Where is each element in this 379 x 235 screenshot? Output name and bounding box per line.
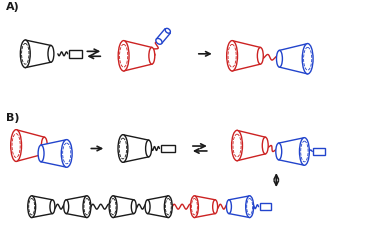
Ellipse shape <box>109 196 117 218</box>
Ellipse shape <box>227 41 238 71</box>
Polygon shape <box>124 41 152 71</box>
Text: B): B) <box>6 113 19 123</box>
Ellipse shape <box>118 41 129 71</box>
Ellipse shape <box>156 39 162 44</box>
Polygon shape <box>123 135 149 162</box>
Polygon shape <box>147 196 168 218</box>
Ellipse shape <box>232 130 243 161</box>
Ellipse shape <box>277 50 282 67</box>
Ellipse shape <box>48 45 54 62</box>
Ellipse shape <box>145 200 150 214</box>
Polygon shape <box>156 29 171 43</box>
Bar <box>161 145 175 153</box>
Polygon shape <box>279 138 304 165</box>
Ellipse shape <box>164 196 172 218</box>
Polygon shape <box>66 196 87 218</box>
Polygon shape <box>16 130 44 161</box>
Ellipse shape <box>11 130 22 161</box>
Ellipse shape <box>61 140 72 167</box>
Bar <box>69 50 82 58</box>
Polygon shape <box>237 130 265 161</box>
Ellipse shape <box>83 196 91 218</box>
Ellipse shape <box>213 200 218 214</box>
Polygon shape <box>25 40 51 68</box>
Ellipse shape <box>191 196 198 218</box>
Text: A): A) <box>6 2 19 12</box>
Polygon shape <box>32 196 52 218</box>
Ellipse shape <box>41 137 47 154</box>
Ellipse shape <box>20 40 30 68</box>
Ellipse shape <box>257 47 263 64</box>
Bar <box>313 148 325 155</box>
Ellipse shape <box>64 200 69 214</box>
Bar <box>260 203 271 210</box>
Polygon shape <box>232 41 260 71</box>
Polygon shape <box>194 196 215 218</box>
Ellipse shape <box>118 135 128 162</box>
Ellipse shape <box>149 47 155 64</box>
Polygon shape <box>279 43 308 74</box>
Polygon shape <box>113 196 134 218</box>
Ellipse shape <box>276 143 282 160</box>
Polygon shape <box>41 140 67 167</box>
Ellipse shape <box>131 200 136 214</box>
Ellipse shape <box>50 200 55 214</box>
Ellipse shape <box>165 28 171 33</box>
Ellipse shape <box>28 196 36 218</box>
Ellipse shape <box>146 140 152 157</box>
Ellipse shape <box>38 145 44 162</box>
Ellipse shape <box>246 196 254 218</box>
Polygon shape <box>229 196 250 218</box>
Ellipse shape <box>227 200 232 214</box>
Ellipse shape <box>299 138 309 165</box>
Ellipse shape <box>262 137 268 154</box>
Ellipse shape <box>302 43 313 74</box>
